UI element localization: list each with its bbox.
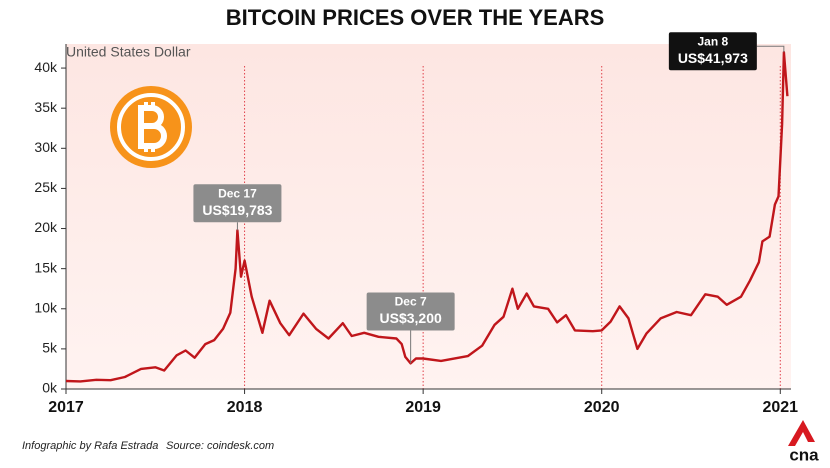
x-tick-label: 2019 [405, 399, 441, 416]
annotation-label: US$19,783 [202, 202, 272, 218]
annotation: Jan 8 US$41,973 [668, 32, 785, 71]
y-axis-label: United States Dollar [66, 44, 191, 60]
annotation-label: US$41,973 [678, 50, 748, 66]
x-tick-label: 2020 [584, 399, 620, 416]
y-tick-label: 30k [34, 139, 58, 155]
y-tick-label: 5k [42, 340, 58, 356]
annotation: Dec 17 US$19,783 [193, 184, 282, 231]
y-tick-label: 25k [34, 179, 58, 195]
annotation-box [193, 184, 282, 223]
price-line [65, 51, 789, 383]
annotation-date: Dec 17 [218, 186, 257, 200]
y-tick-label: 10k [34, 299, 58, 315]
y-tick-label: 35k [34, 99, 58, 115]
x-tick-label: 2021 [762, 399, 798, 416]
bitcoin-icon [110, 86, 192, 168]
source: Source: coindesk.com [166, 440, 274, 452]
x-tick-label: 2017 [48, 399, 84, 416]
annotation-connector [756, 45, 785, 53]
x-tick-label: 2018 [227, 399, 263, 416]
cna-logo: cna [788, 420, 819, 464]
credit: Infographic by Rafa Estrada [22, 440, 158, 452]
annotation: Dec 7US$3,200 [366, 292, 455, 364]
y-tick-label: 15k [34, 259, 58, 275]
annotation-date: Jan 8 [698, 34, 729, 48]
y-tick-label: 20k [34, 219, 58, 235]
plot-area [66, 44, 791, 389]
chart-title: BITCOIN PRICES OVER THE YEARS [226, 5, 605, 30]
annotation-date: Dec 7 [395, 295, 427, 309]
logo-text: cna [789, 445, 819, 464]
annotation-box [366, 292, 455, 331]
annotation-box [668, 32, 757, 71]
y-tick-label: 40k [34, 59, 58, 75]
y-tick-label: 0k [42, 380, 58, 396]
annotation-label: US$3,200 [380, 310, 442, 326]
